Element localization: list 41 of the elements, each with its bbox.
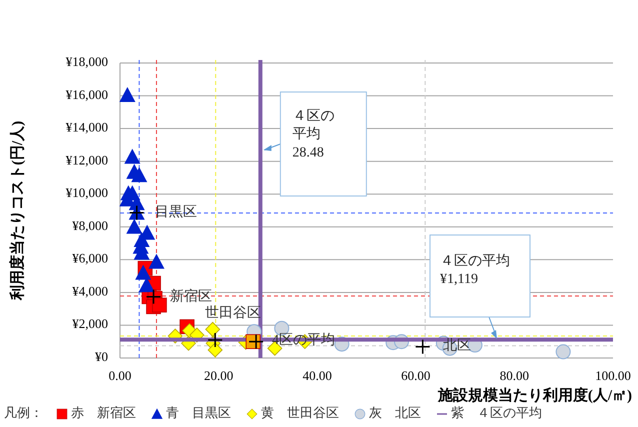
y-tick-label: ¥8,000 bbox=[72, 218, 108, 233]
y-tick-label: ¥6,000 bbox=[72, 250, 108, 266]
legend-title: 凡例： bbox=[4, 404, 43, 420]
annotation: 北区 bbox=[442, 337, 471, 354]
x-tick-label: 20.00 bbox=[204, 368, 234, 383]
point bbox=[124, 148, 140, 164]
y-tick-label: ¥10,000 bbox=[66, 185, 108, 200]
y-tick-label: ¥14,000 bbox=[66, 120, 108, 135]
legend-label: 青 目黒区 bbox=[166, 404, 231, 420]
legend-label: 灰 北区 bbox=[369, 404, 421, 420]
x-tick-label: 80.00 bbox=[500, 368, 530, 383]
legend-label: 赤 新宿区 bbox=[71, 404, 136, 420]
point bbox=[135, 264, 152, 280]
point bbox=[148, 254, 164, 269]
x-tick-label: 40.00 bbox=[302, 368, 332, 383]
legend-label: 紫 ４区の平均 bbox=[451, 404, 542, 420]
annotation: ４区の平均 ¥1,119 bbox=[440, 253, 510, 288]
legend-label: 黄 世田谷区 bbox=[261, 404, 339, 420]
annotation: 新宿区 bbox=[170, 288, 212, 304]
x-tick-label: 100.00 bbox=[595, 368, 631, 383]
point bbox=[119, 86, 136, 102]
point bbox=[556, 344, 571, 360]
point bbox=[207, 332, 223, 348]
x-tick-label: 60.00 bbox=[401, 368, 430, 383]
point bbox=[208, 342, 223, 358]
y-tick-label: ¥4,000 bbox=[72, 283, 108, 298]
point bbox=[131, 167, 148, 182]
y-tick-label: ¥2,000 bbox=[72, 316, 108, 332]
point bbox=[126, 218, 142, 234]
point bbox=[414, 338, 430, 354]
y-tick-label: ¥16,000 bbox=[66, 86, 108, 102]
y-tick-label: ¥12,000 bbox=[66, 152, 108, 168]
y-axis-title: 利用度当たりコスト(円/人) bbox=[8, 120, 26, 302]
ref-line-label: ４区の平均 28.48 bbox=[292, 109, 334, 160]
x-axis-title: 施設規模当たり利用度(人/㎡) bbox=[436, 386, 632, 404]
y-tick-label: ¥18,000 bbox=[66, 54, 108, 69]
y-tick-label: ¥0 bbox=[95, 348, 108, 364]
point bbox=[152, 298, 167, 312]
point bbox=[248, 334, 264, 350]
x-tick-label: 0.00 bbox=[108, 368, 132, 383]
point bbox=[205, 322, 220, 337]
